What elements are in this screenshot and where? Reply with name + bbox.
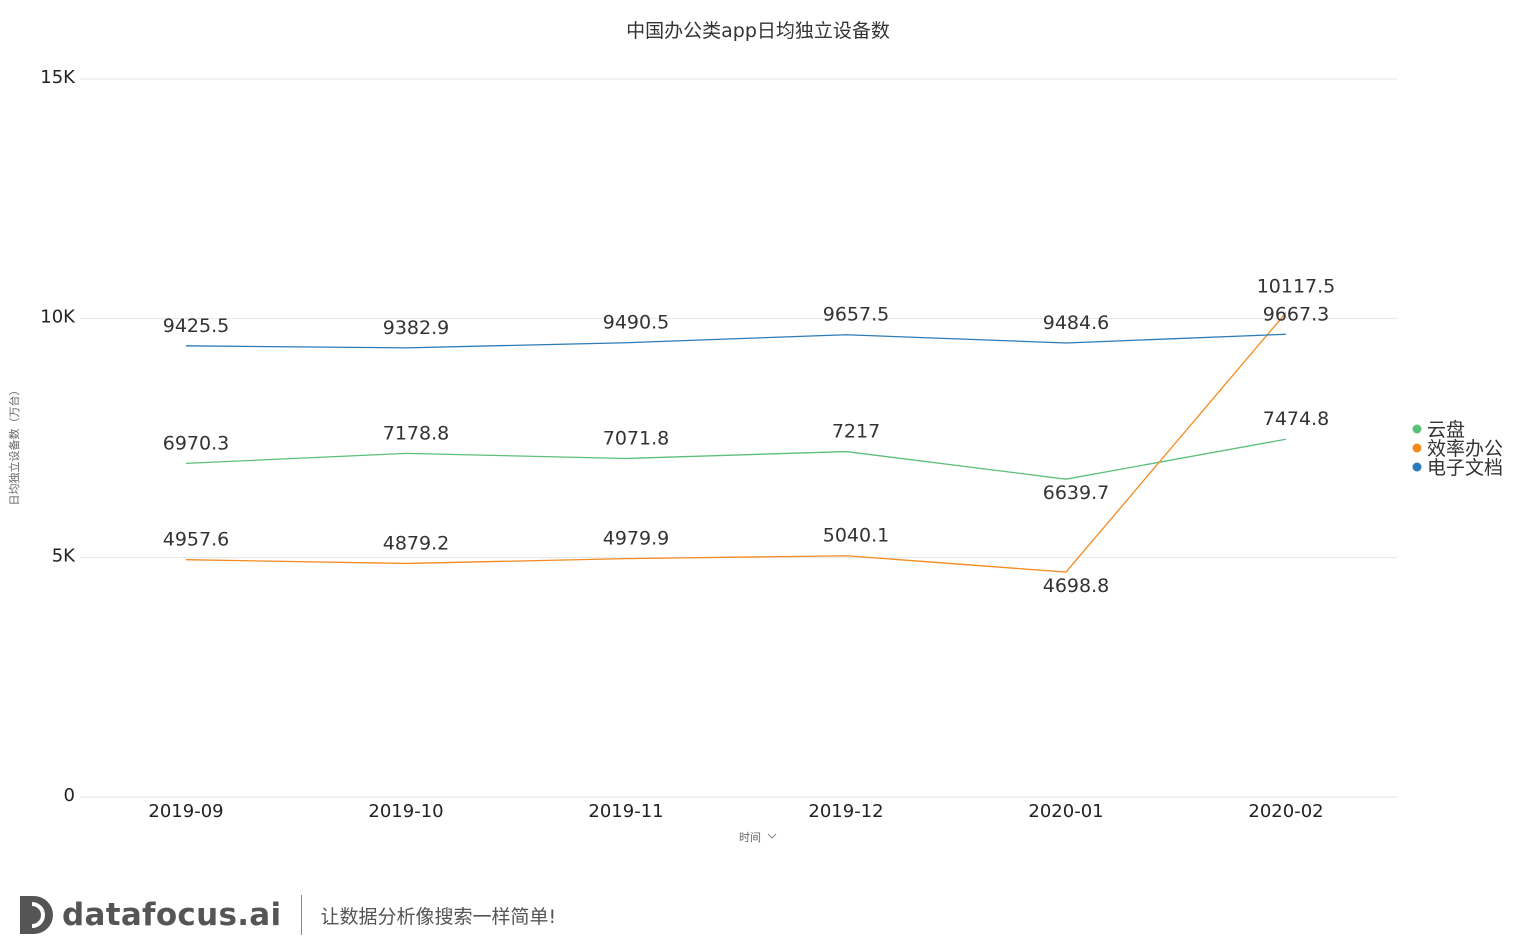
datafocus-logo-icon bbox=[20, 896, 53, 934]
data-label: 7071.8 bbox=[603, 427, 669, 449]
legend-marker bbox=[1412, 462, 1422, 472]
data-label: 4879.2 bbox=[383, 532, 449, 554]
x-tick-label: 2019-12 bbox=[808, 801, 883, 822]
data-label: 9667.3 bbox=[1263, 303, 1329, 325]
data-label: 9657.5 bbox=[823, 304, 889, 326]
data-label: 6970.3 bbox=[163, 432, 229, 454]
series-line-电子文档 bbox=[185, 333, 1287, 349]
data-label: 7178.8 bbox=[383, 422, 449, 444]
data-label: 7474.8 bbox=[1263, 408, 1329, 430]
y-axis-label: 日均独立设备数（万台） bbox=[7, 385, 21, 506]
legend-marker bbox=[1412, 443, 1422, 453]
data-labels: 6970.3 7178.8 7071.8 7217 6639.7 7474.8 4957.6… bbox=[163, 276, 1336, 597]
legend-item-label: 电子文档 bbox=[1427, 457, 1503, 479]
series-line-效率办公 bbox=[185, 312, 1287, 573]
x-tick-label: 2020-01 bbox=[1028, 801, 1103, 822]
grid-lines bbox=[80, 78, 1397, 798]
chart-title: 中国办公类app日均独立设备数 bbox=[626, 20, 890, 42]
y-axis-title[interactable]: 日均独立设备数（万台） bbox=[7, 385, 21, 506]
data-label: 6639.7 bbox=[1043, 482, 1109, 504]
x-tick-label: 2019-09 bbox=[148, 801, 223, 822]
data-label: 4957.6 bbox=[163, 529, 229, 551]
data-label: 9425.5 bbox=[163, 315, 229, 337]
data-label: 9484.6 bbox=[1043, 312, 1109, 334]
y-axis-ticks: 0 5K 10K 15K bbox=[40, 67, 76, 806]
data-label: 10117.5 bbox=[1257, 276, 1336, 298]
chevron-down-icon bbox=[767, 833, 777, 839]
x-axis-label: 时间 bbox=[739, 831, 761, 844]
data-label: 4979.9 bbox=[603, 528, 669, 550]
y-tick-label: 15K bbox=[40, 67, 76, 88]
data-label: 4698.8 bbox=[1043, 575, 1109, 597]
legend-item-label: 效率办公 bbox=[1427, 438, 1503, 460]
data-label: 7217 bbox=[832, 421, 880, 443]
x-tick-label: 2020-02 bbox=[1248, 801, 1323, 822]
footer: datafocus.ai 让数据分析像搜索一样简单! bbox=[18, 893, 556, 937]
brand-name: datafocus.ai bbox=[62, 897, 282, 933]
x-tick-label: 2019-10 bbox=[368, 801, 443, 822]
y-tick-label: 0 bbox=[64, 785, 75, 806]
y-tick-label: 10K bbox=[40, 306, 76, 327]
data-label: 9490.5 bbox=[603, 312, 669, 334]
data-label: 9382.9 bbox=[383, 317, 449, 339]
legend-item-label: 云盘 bbox=[1427, 419, 1465, 441]
line-chart: 中国办公类app日均独立设备数 0 5K 10K 15K 2019-09 2019-10… bbox=[7, 20, 1504, 844]
data-label: 5040.1 bbox=[823, 525, 889, 547]
y-tick-label: 5K bbox=[52, 546, 76, 567]
x-tick-label: 2019-11 bbox=[588, 801, 663, 822]
x-axis-ticks: 2019-09 2019-10 2019-11 2019-12 2020-01 2020-… bbox=[148, 801, 1323, 822]
series-lines bbox=[185, 312, 1287, 573]
series-line-云盘 bbox=[185, 438, 1287, 480]
legend-marker bbox=[1412, 424, 1422, 434]
slogan: 让数据分析像搜索一样简单! bbox=[320, 905, 557, 928]
x-axis-title[interactable]: 时间 bbox=[739, 831, 777, 844]
divider bbox=[301, 895, 303, 935]
